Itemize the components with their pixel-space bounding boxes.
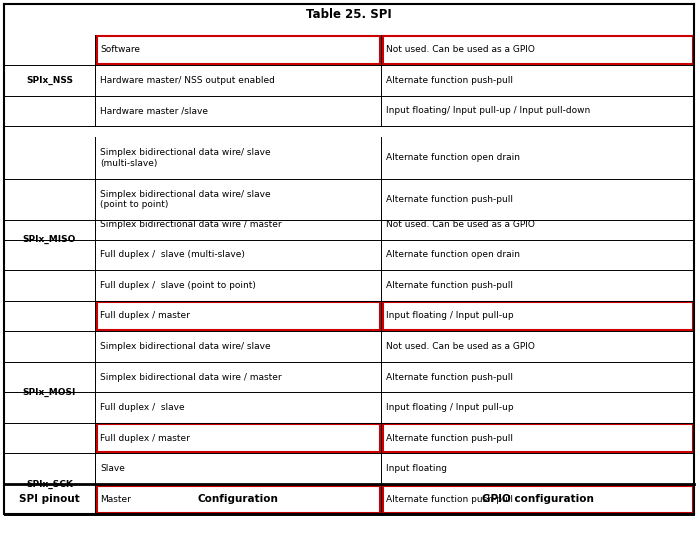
Bar — [96, 424, 380, 452]
Text: SPIx_SCK: SPIx_SCK — [26, 480, 73, 488]
Text: SPI pinout: SPI pinout — [19, 494, 80, 504]
Text: SPIx_NSS: SPIx_NSS — [26, 76, 73, 85]
Bar — [96, 486, 380, 513]
Text: Simplex bidirectional data wire / master: Simplex bidirectional data wire / master — [100, 220, 282, 229]
Text: Alternate function push-pull: Alternate function push-pull — [387, 195, 514, 204]
Text: SPIx_MISO: SPIx_MISO — [23, 235, 76, 244]
Text: Full duplex /  slave (multi-slave): Full duplex / slave (multi-slave) — [100, 250, 245, 260]
Text: Software: Software — [100, 46, 140, 54]
Text: Alternate function push-pull: Alternate function push-pull — [387, 434, 514, 443]
Text: Master: Master — [100, 495, 131, 504]
Text: Full duplex /  slave: Full duplex / slave — [100, 403, 185, 412]
Text: Input floating/ Input pull-up / Input pull-down: Input floating/ Input pull-up / Input pu… — [387, 106, 591, 115]
Text: Full duplex / master: Full duplex / master — [100, 434, 190, 443]
Text: Not used. Can be used as a GPIO: Not used. Can be used as a GPIO — [387, 342, 535, 351]
Text: Alternate function open drain: Alternate function open drain — [387, 153, 521, 162]
Bar — [383, 486, 692, 513]
Bar — [383, 424, 692, 452]
Text: Alternate function open drain: Alternate function open drain — [387, 250, 521, 260]
Bar — [96, 36, 380, 63]
Text: Not used. Can be used as a GPIO: Not used. Can be used as a GPIO — [387, 46, 535, 54]
Text: Not used. Can be used as a GPIO: Not used. Can be used as a GPIO — [387, 220, 535, 229]
Text: Input floating: Input floating — [387, 464, 447, 473]
Text: GPIO configuration: GPIO configuration — [482, 494, 594, 504]
Text: Simplex bidirectional data wire/ slave
(point to point): Simplex bidirectional data wire/ slave (… — [100, 190, 271, 209]
Text: SPIx_MOSI: SPIx_MOSI — [23, 388, 76, 397]
Bar — [96, 302, 380, 330]
Text: Full duplex / master: Full duplex / master — [100, 312, 190, 320]
Text: Alternate function push-pull: Alternate function push-pull — [387, 372, 514, 382]
Bar — [383, 36, 692, 63]
Text: Hardware master /slave: Hardware master /slave — [100, 106, 208, 115]
Text: Table 25. SPI: Table 25. SPI — [306, 8, 392, 21]
Text: Input floating / Input pull-up: Input floating / Input pull-up — [387, 312, 514, 320]
Bar — [383, 302, 692, 330]
Text: Slave: Slave — [100, 464, 125, 473]
Text: Full duplex /  slave (point to point): Full duplex / slave (point to point) — [100, 281, 256, 290]
Text: Simplex bidirectional data wire / master: Simplex bidirectional data wire / master — [100, 372, 282, 382]
Text: Simplex bidirectional data wire/ slave: Simplex bidirectional data wire/ slave — [100, 342, 271, 351]
Text: Alternate function push-pull: Alternate function push-pull — [387, 76, 514, 85]
Text: Alternate function push-pull: Alternate function push-pull — [387, 281, 514, 290]
Text: Alternate function push-pull: Alternate function push-pull — [387, 495, 514, 504]
Text: Hardware master/ NSS output enabled: Hardware master/ NSS output enabled — [100, 76, 275, 85]
Text: Configuration: Configuration — [198, 494, 279, 504]
Text: Input floating / Input pull-up: Input floating / Input pull-up — [387, 403, 514, 412]
Text: Simplex bidirectional data wire/ slave
(multi-slave): Simplex bidirectional data wire/ slave (… — [100, 148, 271, 167]
